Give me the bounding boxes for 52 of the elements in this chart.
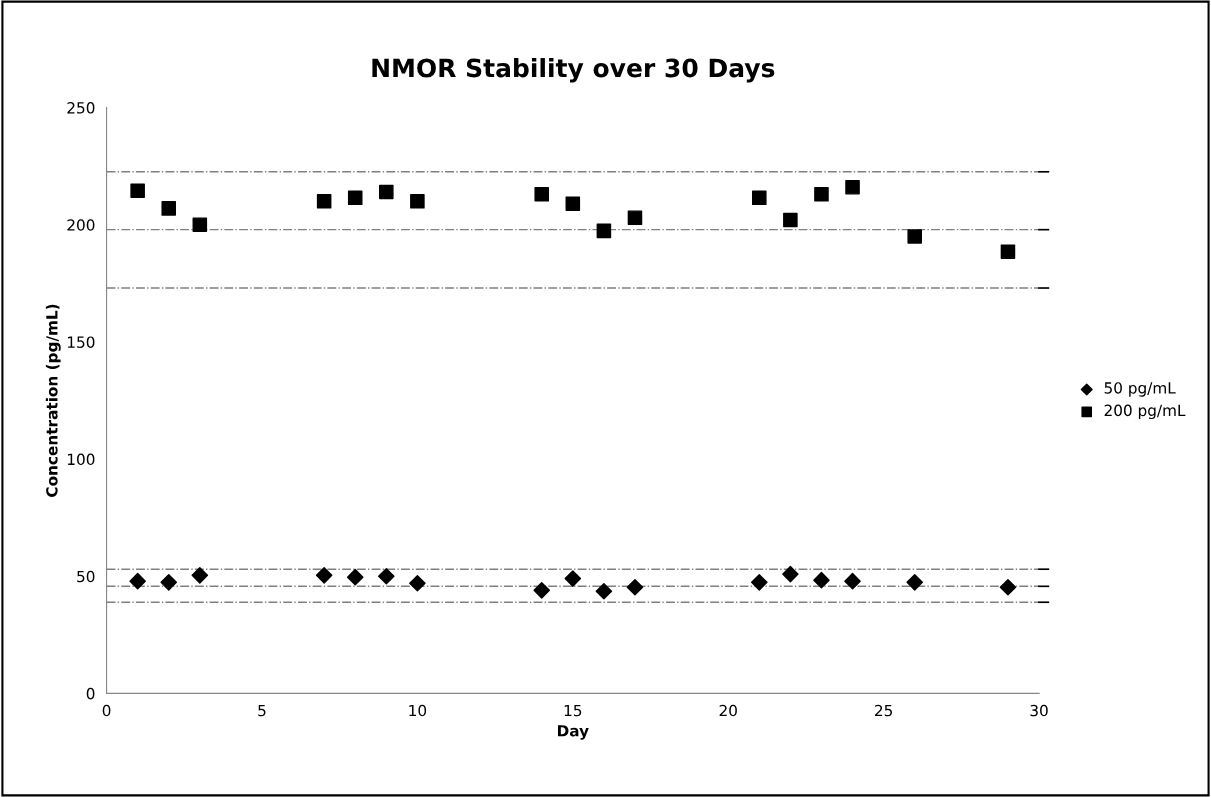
point	[783, 212, 798, 228]
point	[315, 566, 333, 584]
point	[191, 566, 209, 584]
x-tick-label: 5	[258, 704, 266, 717]
point	[596, 223, 612, 239]
point	[565, 196, 581, 211]
point	[813, 571, 830, 589]
y-tick-label: 100	[67, 453, 95, 466]
x-tick-label: 10	[409, 704, 427, 717]
y-tick-label: 0	[86, 687, 95, 700]
y-tick-label: 250	[67, 102, 95, 114]
chart-title: NMOR Stability over 30 Days	[372, 58, 775, 83]
x-tick-label: 20	[719, 704, 737, 717]
x-tick-label: 15	[564, 704, 582, 717]
point	[626, 578, 644, 596]
point	[129, 572, 146, 590]
point	[316, 194, 332, 209]
y-tick-label: 200	[67, 219, 95, 231]
point	[564, 570, 582, 587]
point	[379, 184, 394, 200]
point	[752, 190, 767, 206]
point	[378, 567, 395, 585]
point	[533, 581, 551, 599]
point	[814, 187, 829, 202]
point	[1000, 244, 1016, 259]
y-axis-title: Concentration (pg/mL)	[45, 304, 61, 497]
legend-label: 200 pg/mL	[1104, 404, 1186, 420]
x-axis-title: Day	[557, 725, 589, 740]
y-tick-label: 150	[67, 336, 95, 348]
point	[410, 194, 425, 209]
point	[409, 574, 426, 592]
point	[845, 179, 860, 195]
point	[160, 574, 178, 591]
point	[844, 572, 861, 590]
point	[750, 574, 768, 591]
point	[130, 183, 145, 199]
point	[782, 565, 799, 583]
point	[595, 582, 613, 600]
x-tick-label: 25	[875, 704, 893, 717]
point	[999, 578, 1017, 596]
legend-label: 50 pg/mL	[1104, 382, 1176, 397]
point	[347, 190, 363, 206]
x-tick-label: 0	[102, 704, 111, 717]
point	[161, 201, 177, 216]
point	[534, 187, 550, 202]
point	[346, 568, 364, 586]
point	[907, 229, 922, 244]
y-tick-label: 50	[77, 570, 95, 583]
point	[627, 210, 643, 226]
point	[906, 574, 924, 591]
x-tick-label: 30	[1030, 704, 1048, 717]
point	[192, 217, 208, 233]
